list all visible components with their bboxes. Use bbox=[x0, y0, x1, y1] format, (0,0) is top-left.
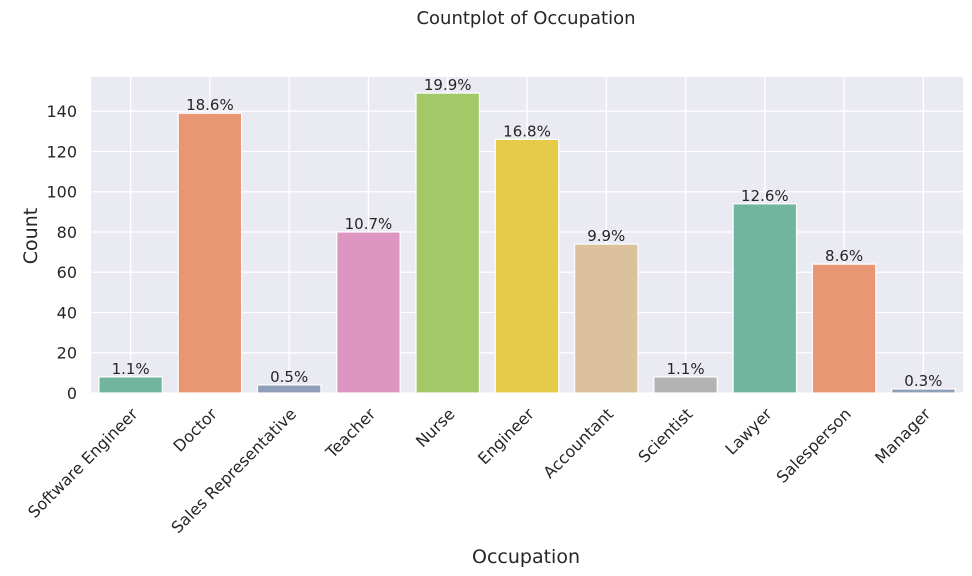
bar-data-label: 19.9% bbox=[424, 76, 472, 94]
bar-data-label: 1.1% bbox=[112, 360, 150, 378]
bar-data-label: 0.3% bbox=[904, 372, 942, 390]
y-tick-label: 20 bbox=[57, 344, 77, 363]
y-tick-label: 140 bbox=[46, 102, 77, 121]
bar-sales-representative bbox=[256, 384, 322, 394]
bar-accountant bbox=[573, 243, 639, 394]
x-tick-label: Lawyer bbox=[721, 404, 776, 459]
bar-scientist bbox=[653, 376, 718, 394]
bar-data-label: 18.6% bbox=[186, 96, 234, 114]
y-tick-label: 120 bbox=[46, 142, 77, 161]
bar-data-label: 16.8% bbox=[503, 122, 551, 140]
bars-group bbox=[98, 92, 956, 394]
bar-doctor bbox=[177, 112, 243, 394]
y-axis-label: Count bbox=[20, 208, 42, 264]
bar-salesperson bbox=[811, 263, 877, 394]
bar-data-label: 1.1% bbox=[666, 360, 704, 378]
y-tick-label: 100 bbox=[46, 183, 77, 202]
bar-value-labels: 1.1% 18.6% 0.5% 10.7% 19.9% 16.8% 9.9% 1.1% 12.6… bbox=[112, 76, 943, 390]
bar-nurse bbox=[415, 92, 481, 394]
x-tick-label: Scientist bbox=[634, 404, 696, 466]
x-tick-label: Manager bbox=[871, 404, 934, 467]
x-tick-label: Nurse bbox=[412, 404, 459, 451]
x-tick-label: Salesperson bbox=[773, 404, 855, 486]
bar-engineer bbox=[494, 138, 560, 394]
bar-lawyer bbox=[732, 203, 798, 394]
y-tick-label: 60 bbox=[57, 263, 77, 282]
bar-data-label: 0.5% bbox=[270, 368, 308, 386]
x-tick-label: Accountant bbox=[539, 404, 617, 482]
x-tick-label: Software Engineer bbox=[24, 404, 142, 522]
chart-title: Countplot of Occupation bbox=[416, 8, 635, 29]
x-tick-label: Teacher bbox=[321, 404, 379, 462]
bar-teacher bbox=[336, 231, 401, 394]
y-tick-label: 0 bbox=[67, 384, 77, 403]
bar-software-engineer bbox=[98, 376, 163, 394]
bar-manager bbox=[891, 388, 956, 394]
x-axis-label: Occupation bbox=[472, 546, 580, 568]
x-tick-label: Doctor bbox=[169, 404, 221, 456]
x-tick-label: Engineer bbox=[474, 404, 538, 468]
bar-data-label: 12.6% bbox=[741, 187, 789, 205]
y-tick-label: 80 bbox=[57, 223, 77, 242]
y-tick-label: 40 bbox=[57, 303, 77, 322]
y-tick-labels: 0 20 40 60 80 100 120 140 bbox=[46, 102, 77, 403]
bar-data-label: 9.9% bbox=[587, 227, 625, 245]
bar-data-label: 8.6% bbox=[825, 247, 863, 265]
bar-data-label: 10.7% bbox=[345, 215, 393, 233]
